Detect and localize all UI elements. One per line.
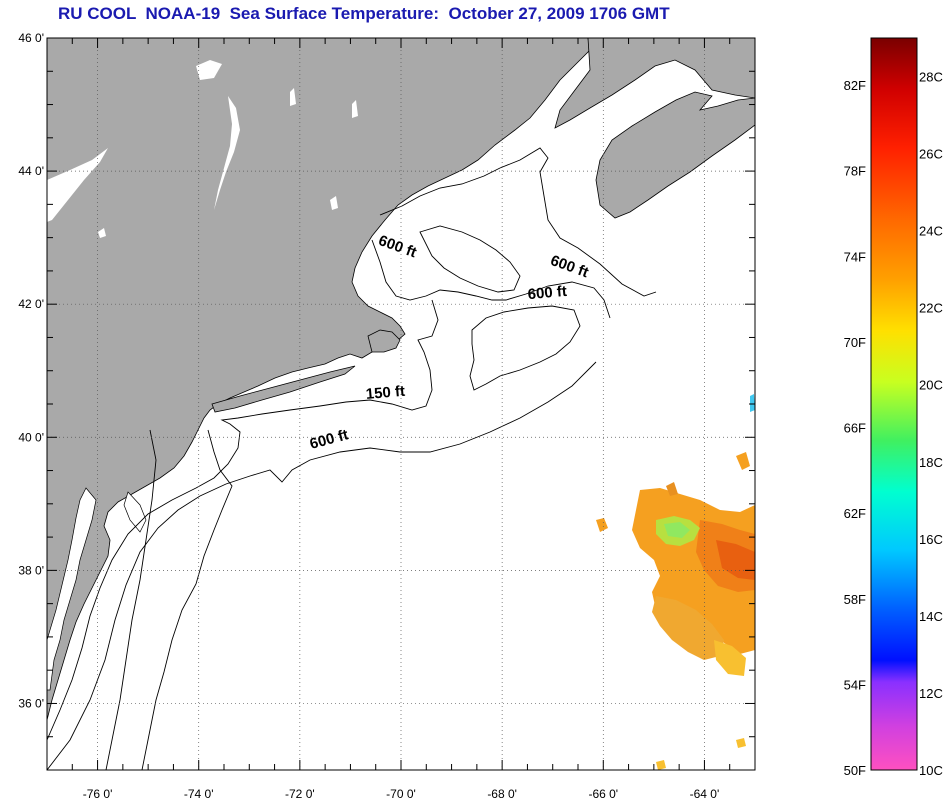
lake-small-1 (330, 196, 338, 210)
lon-axis: -76 0' -74 0' -72 0' -70 0' -68 0' -66 0' -64 … (46, 38, 756, 801)
lon-tick-label: -72 0' (285, 787, 315, 801)
lake-champlain (214, 96, 240, 210)
chesapeake-bay (47, 487, 97, 691)
colorbar-fahrenheit-label: 50F (844, 763, 866, 778)
land-new-brunswick (554, 38, 755, 129)
lat-tick-label: 44 0' (18, 164, 44, 178)
colorbar-fahrenheit-label: 62F (844, 506, 866, 521)
lon-tick-label: -66 0' (588, 787, 618, 801)
contour-georges (469, 305, 581, 391)
colorbar-celsius-label: 28C (919, 70, 943, 85)
lat-tick-label: 40 0' (18, 430, 44, 444)
colorbar-celsius-label: 26C (919, 147, 943, 162)
lake-maine (196, 60, 222, 80)
lake-small-4 (98, 228, 106, 238)
contour-600ft-shelf (47, 361, 597, 770)
colorbar-fahrenheit-label: 70F (844, 335, 866, 350)
bathymetry-contours (47, 147, 657, 770)
colorbar (870, 37, 918, 771)
land-cape-cod (367, 329, 401, 353)
lon-tick-label: -74 0' (184, 787, 214, 801)
lon-tick-label: -64 0' (690, 787, 720, 801)
contour-150ft (47, 299, 439, 741)
lat-tick-label: 38 0' (18, 563, 44, 577)
colorbar-fahrenheit-label: 58F (844, 592, 866, 607)
colorbar-labels: 28C 26C 24C 22C 20C 18C 16C 14C 12C 10C 82F 78F 74F 7… (844, 70, 943, 778)
colorbar-celsius-label: 16C (919, 532, 943, 547)
lon-tick-label: -76 0' (83, 787, 113, 801)
colorbar-fahrenheit-label: 54F (844, 677, 866, 692)
land-nova-scotia (595, 91, 755, 219)
lon-tick-label: -70 0' (386, 787, 416, 801)
contour-600ft-gom-inner (371, 239, 611, 319)
sst-data-patches (596, 394, 755, 770)
lon-tick-label: -68 0' (487, 787, 517, 801)
map-title: RU COOL NOAA-19 Sea Surface Temperature:… (58, 4, 670, 23)
lat-axis: 46 0' 44 0' 42 0' 40 0' 38 0' 36 0' (18, 31, 755, 771)
colorbar-fahrenheit-label: 66F (844, 421, 866, 436)
contour-inner-3 (141, 429, 233, 770)
land-long-island (211, 365, 356, 413)
colorbar-celsius-label: 18C (919, 455, 943, 470)
land-mainland (47, 38, 591, 721)
lake-small-2 (290, 88, 296, 106)
colorbar-celsius-label: 10C (919, 763, 943, 778)
colorbar-fahrenheit-label: 78F (844, 164, 866, 179)
contour-inner-1 (419, 225, 521, 293)
colorbar-fahrenheit-label: 74F (844, 249, 866, 264)
contour-600ft-gom (379, 147, 657, 297)
contour-label: 600 ft (527, 283, 568, 303)
lake-ontario-edge (47, 148, 108, 222)
contour-label: 150 ft (365, 383, 406, 403)
colorbar-celsius-label: 12C (919, 686, 943, 701)
colorbar-celsius-label: 24C (919, 224, 943, 239)
lat-tick-label: 42 0' (18, 297, 44, 311)
lat-tick-label: 46 0' (18, 31, 44, 45)
colorbar-celsius-label: 22C (919, 301, 943, 316)
colorbar-celsius-label: 14C (919, 609, 943, 624)
colorbar-celsius-label: 20C (919, 378, 943, 393)
colorbar-fahrenheit-label: 82F (844, 78, 866, 93)
lat-tick-label: 36 0' (18, 696, 44, 710)
lake-small-3 (352, 100, 358, 118)
contour-inner-2 (105, 429, 157, 770)
